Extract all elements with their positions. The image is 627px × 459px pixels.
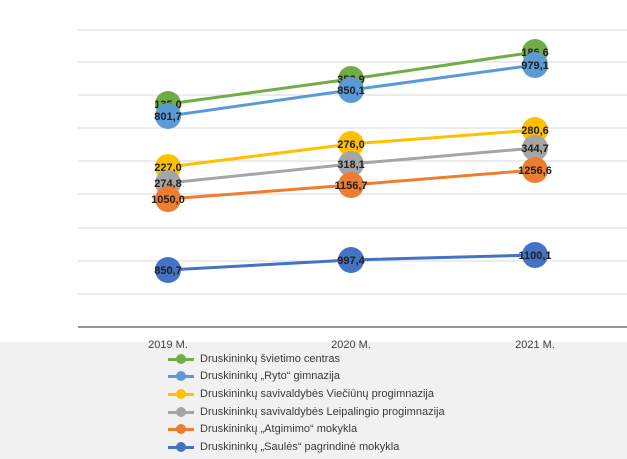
legend-label: Druskininkų „Ryto“ gimnazija [200,370,340,383]
legend-background [0,342,627,459]
data-point [522,52,548,78]
data-label: 1256,6 [518,165,552,177]
legend-item: Druskininkų „Saulės“ pagrindinė mokykla [168,438,445,456]
data-label: 850,7 [154,265,182,277]
legend-item: Druskininkų „Ryto“ gimnazija [168,368,445,386]
data-label: 280,6 [521,125,549,137]
data-point [338,151,364,177]
data-point [155,186,181,212]
data-label: 1156,7 [334,180,367,192]
data-label: 850,1 [337,85,365,97]
data-label: 1100,1 [518,250,551,262]
legend-swatch [168,388,194,400]
legend-label: Druskininkų savivaldybės Leipalingio pro… [200,405,445,418]
data-point [522,117,548,143]
data-label: 801,7 [154,111,182,123]
data-point [338,172,364,198]
legend-swatch [168,423,194,435]
legend-label: Druskininkų „Atgimimo“ mokykla [200,423,358,436]
legend-swatch [168,441,194,453]
data-label: 274,8 [154,178,182,190]
data-label: 227,0 [154,162,182,174]
x-tick-label: 2020 M. [331,339,371,351]
data-label: 318,1 [337,159,365,171]
legend-item: Druskininkų savivaldybės Viečiūnų progim… [168,385,445,403]
data-point [522,157,548,183]
legend-item: Druskininkų švietimo centras [168,350,445,368]
legend-label: Druskininkų savivaldybės Viečiūnų progim… [200,387,434,400]
legend-label: Druskininkų „Saulės“ pagrindinė mokykla [200,440,400,453]
data-point [338,131,364,157]
data-label: 979,1 [521,60,549,72]
data-point [522,135,548,161]
data-point [338,77,364,103]
data-label: 344,7 [521,143,549,155]
legend-label: Druskininkų švietimo centras [200,352,340,365]
legend-swatch [168,370,194,382]
legend-swatch [168,353,194,365]
x-tick-label: 2021 M. [515,339,555,351]
legend-swatch [168,406,194,418]
x-tick-label: 2019 M. [148,339,188,351]
legend: Druskininkų švietimo centras Druskininkų … [168,350,445,456]
data-point [338,247,364,273]
data-label: 1050,0 [151,194,185,206]
legend-item: Druskininkų „Atgimimo“ mokykla [168,420,445,438]
data-point [155,257,181,283]
data-point [522,242,548,268]
data-label: 276,0 [337,139,365,151]
legend-item: Druskininkų savivaldybės Leipalingio pro… [168,403,445,421]
data-point [155,103,181,129]
data-label: 997,4 [337,255,365,267]
